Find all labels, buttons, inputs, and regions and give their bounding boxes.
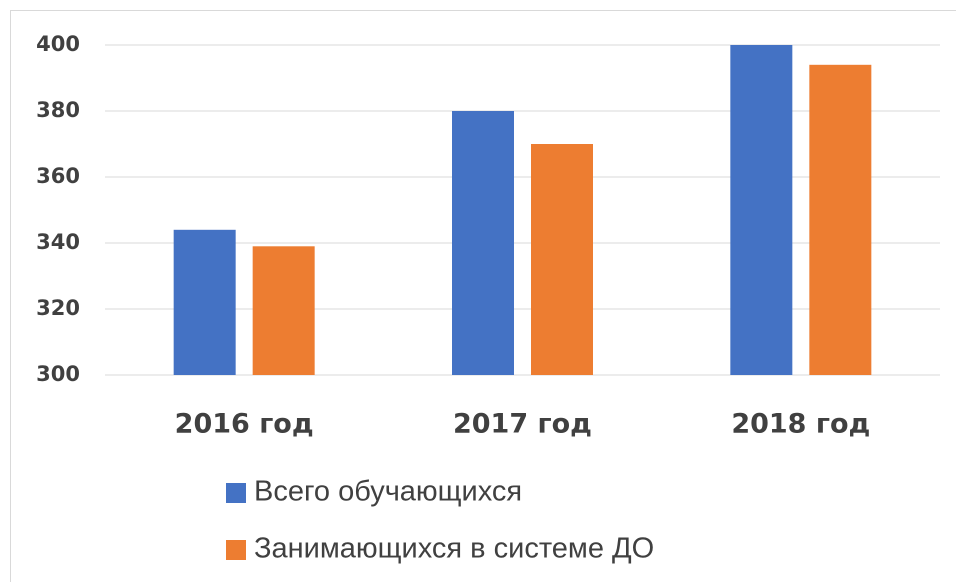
y-tick-label: 340	[36, 230, 80, 254]
legend-swatch	[226, 483, 246, 503]
x-tick-label: 2017 год	[453, 409, 592, 440]
x-tick-label: 2018 год	[731, 409, 870, 440]
bar	[452, 111, 514, 375]
legend-swatch	[226, 540, 246, 560]
y-tick-label: 300	[36, 362, 80, 386]
bar	[252, 246, 315, 375]
bar	[730, 45, 793, 375]
y-tick-label: 360	[36, 164, 80, 188]
y-tick-label: 400	[36, 32, 80, 56]
bar	[173, 229, 236, 375]
bar	[531, 144, 593, 375]
x-tick-label: 2016 год	[175, 409, 314, 440]
y-tick-label: 320	[36, 296, 80, 320]
legend-label: Занимающихся в системе ДО	[254, 533, 654, 565]
bar	[809, 64, 872, 376]
chart-frame	[10, 10, 956, 582]
y-tick-label: 380	[36, 98, 80, 122]
legend-label: Всего обучающихся	[254, 476, 522, 508]
